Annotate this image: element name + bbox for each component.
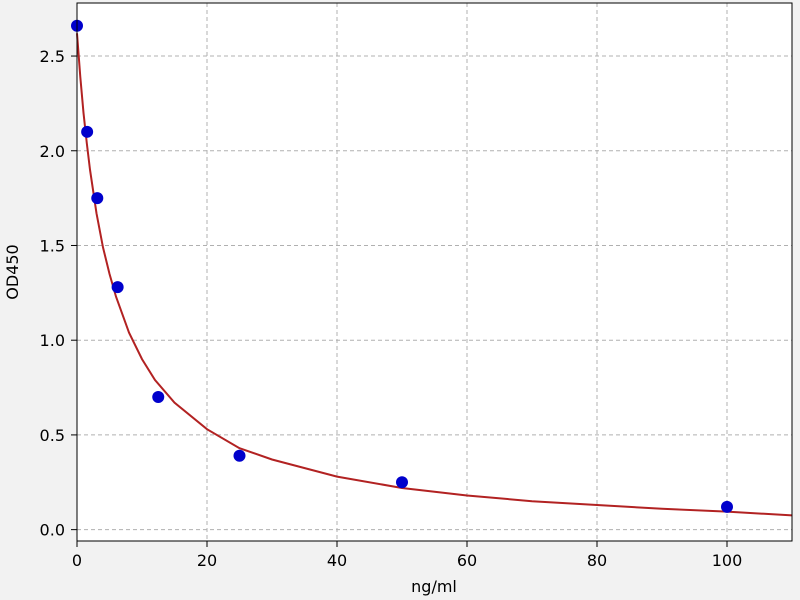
fitted-curve-layer bbox=[76, 33, 793, 517]
x-tick-label: 40 bbox=[327, 551, 347, 570]
y-axis-label: OD450 bbox=[3, 244, 22, 299]
x-tick-label: 60 bbox=[457, 551, 477, 570]
y-tick-label: 1.0 bbox=[40, 331, 65, 350]
x-axis-ticks: 0 20 40 60 80 100 bbox=[72, 541, 742, 570]
data-point bbox=[233, 449, 246, 462]
y-tick-label: 2.0 bbox=[40, 142, 65, 161]
y-tick-label: 0.0 bbox=[40, 521, 65, 540]
x-tick-label: 20 bbox=[197, 551, 217, 570]
x-tick-label: 80 bbox=[587, 551, 607, 570]
y-tick-label: 1.5 bbox=[40, 236, 65, 255]
fitted-curve-line bbox=[76, 33, 793, 517]
y-tick-label: 0.5 bbox=[40, 426, 65, 445]
y-tick-label: 2.5 bbox=[40, 47, 65, 66]
x-tick-label: 100 bbox=[712, 551, 743, 570]
x-tick-label: 0 bbox=[72, 551, 82, 570]
data-point bbox=[721, 500, 733, 513]
plot-frame bbox=[76, 2, 793, 542]
plot-area bbox=[77, 3, 792, 541]
grid bbox=[76, 3, 792, 541]
data-point bbox=[396, 476, 408, 489]
x-axis-label: ng/ml bbox=[411, 577, 457, 596]
y-axis-ticks: 0.0 0.5 1.0 1.5 2.0 2.5 bbox=[40, 47, 77, 540]
data-point bbox=[152, 391, 165, 404]
data-point bbox=[91, 192, 104, 205]
data-point bbox=[81, 125, 94, 138]
data-point bbox=[111, 281, 124, 294]
